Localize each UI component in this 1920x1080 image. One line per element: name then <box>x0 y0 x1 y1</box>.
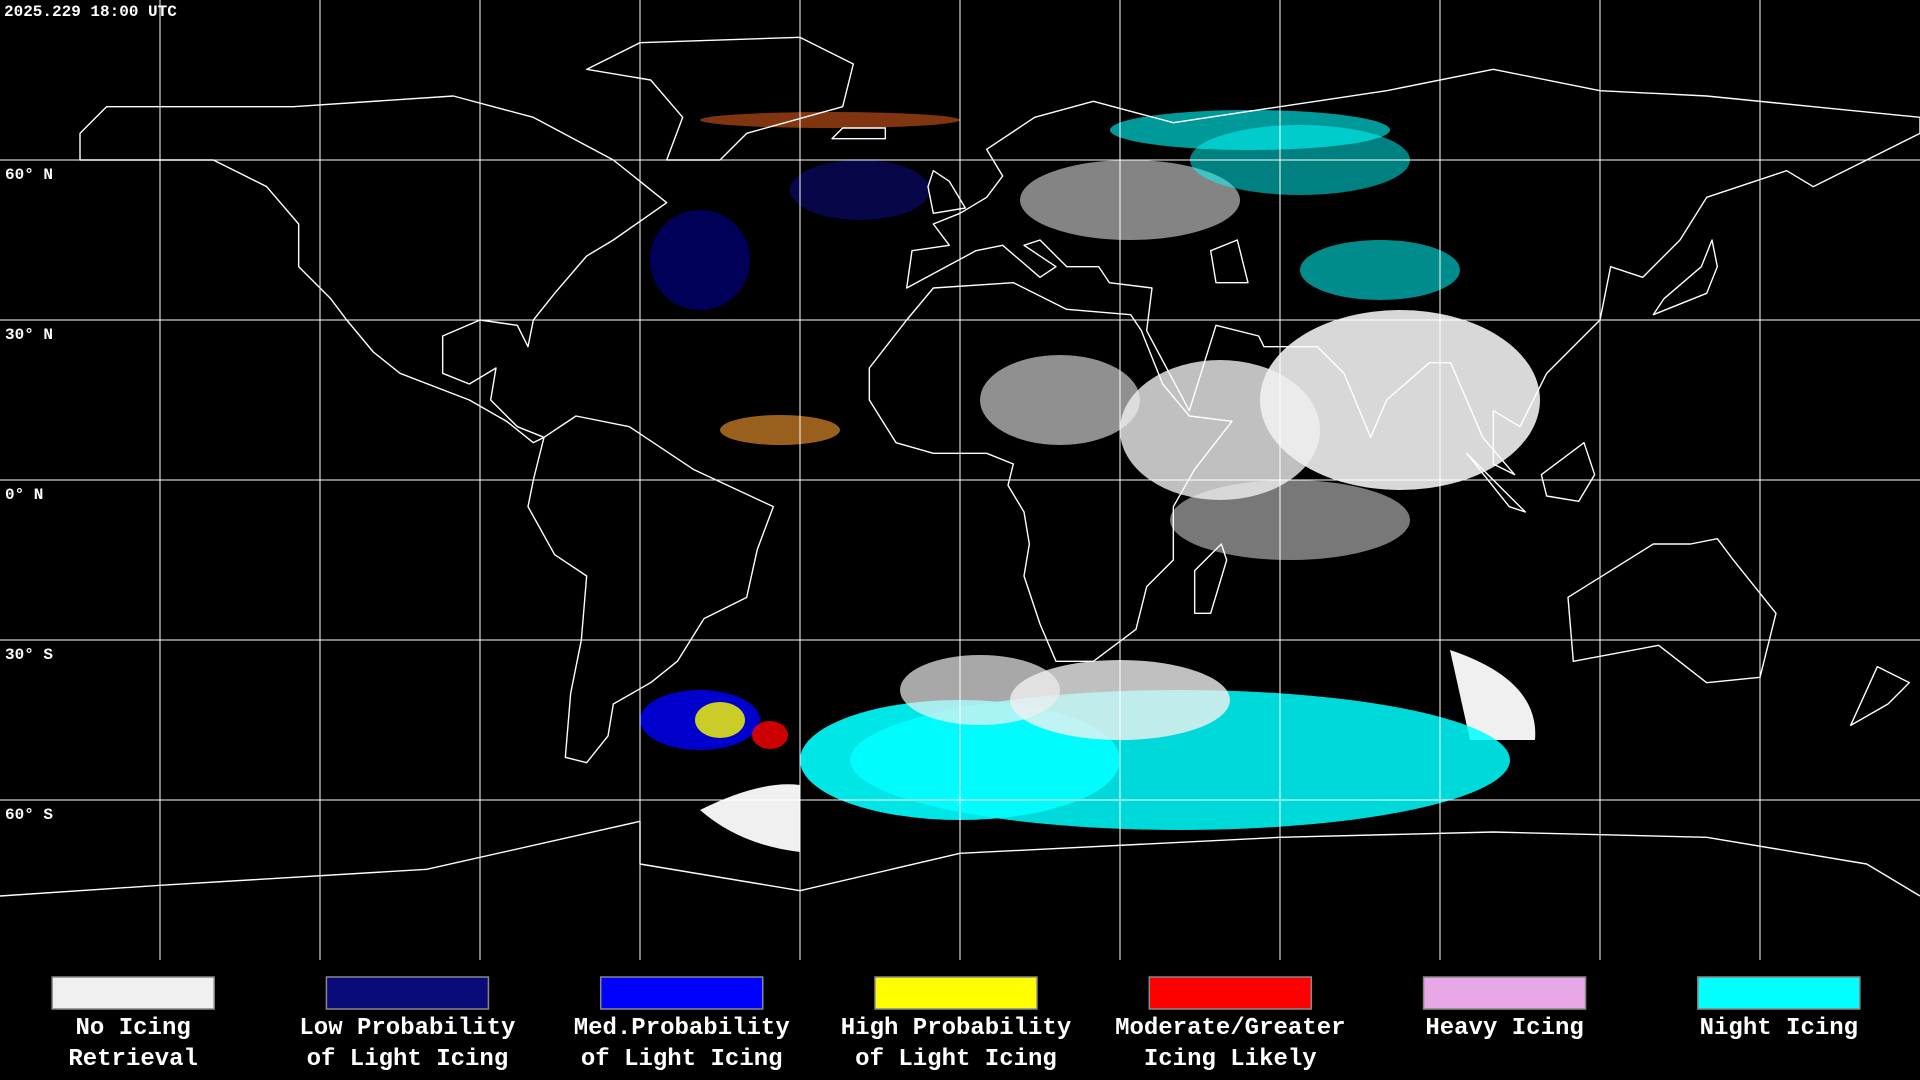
legend-label: High Probability <box>841 1015 1071 1042</box>
latitude-label: 30° N <box>5 326 53 344</box>
legend-swatch <box>1148 976 1313 1010</box>
legend: No Icing Retrieval Low Probability of Light… <box>51 976 1861 1073</box>
legend-swatch <box>325 976 490 1010</box>
legend-label: of Light Icing <box>855 1046 1057 1073</box>
legend-label: Heavy Icing <box>1425 1015 1583 1042</box>
legend-label: of Light Icing <box>307 1046 509 1073</box>
latitude-label: 30° S <box>5 646 53 664</box>
legend-label: Low Probability <box>299 1015 515 1042</box>
legend-swatch <box>1697 976 1861 1010</box>
legend-swatch <box>1422 976 1587 1010</box>
legend-label: Med.Probability <box>574 1015 790 1042</box>
latitude-label: 60° S <box>5 806 53 824</box>
legend-label: No Icing <box>76 1015 191 1042</box>
latitude-label: 0° N <box>5 486 43 504</box>
legend-label: Retrieval <box>68 1046 198 1073</box>
legend-label: Icing Likely <box>1144 1046 1317 1073</box>
latitude-label: 60° N <box>5 166 53 184</box>
graticule <box>0 0 1920 960</box>
legend-swatch <box>599 976 764 1010</box>
legend-label: Moderate/Greater <box>1115 1015 1345 1042</box>
legend-swatch <box>51 976 215 1010</box>
latitude-labels: 60° N 30° N 0° N 30° S 60° S <box>5 166 53 824</box>
legend-label: of Light Icing <box>581 1046 783 1073</box>
timestamp: 2025.229 18:00 UTC <box>4 3 177 21</box>
coastlines <box>0 37 1920 896</box>
legend-swatch <box>874 976 1038 1010</box>
legend-label: Night Icing <box>1700 1015 1858 1042</box>
